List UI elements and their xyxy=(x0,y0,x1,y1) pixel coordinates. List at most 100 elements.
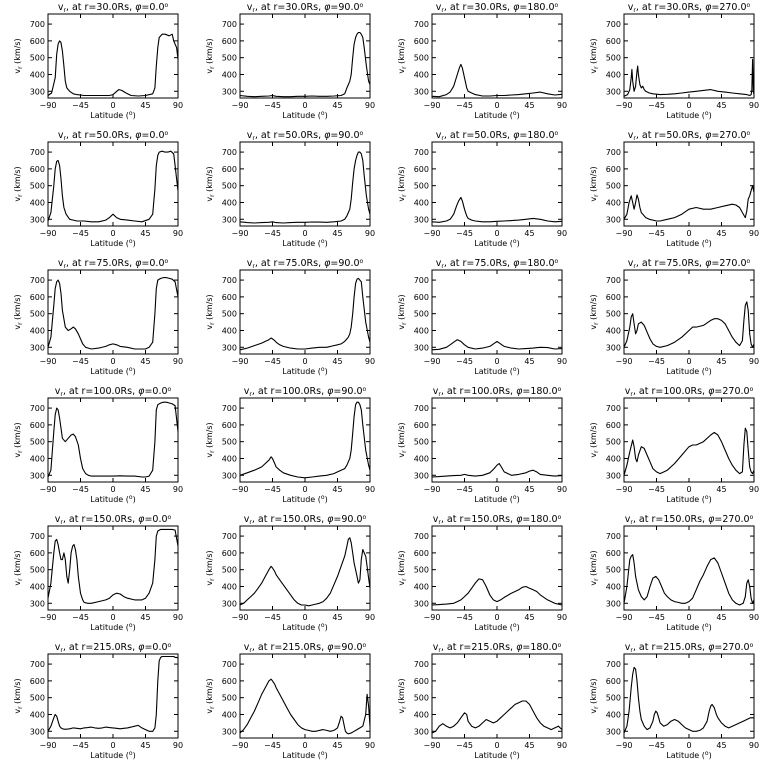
chart-panel: vr, at r=50.0Rs, φ=180.0o −90 −45 0 45 90 300 4… xyxy=(397,130,567,248)
x-tick-label: −45 xyxy=(456,485,473,494)
y-tick-label: 600 xyxy=(606,549,621,558)
x-tick-label: 0 xyxy=(494,741,499,750)
y-axis-label: vr (km/s) xyxy=(13,550,24,585)
x-tick-label: −90 xyxy=(616,485,633,494)
y-tick-label: 300 xyxy=(30,599,45,608)
x-axis-label: Latitude (o) xyxy=(282,366,327,376)
chart-title: vr, at r=150.0Rs, φ=0.0o xyxy=(55,514,172,526)
x-tick-label: 45 xyxy=(140,357,150,366)
y-tick-label: 300 xyxy=(606,343,621,352)
y-tick-label: 300 xyxy=(222,599,237,608)
y-tick-label: 700 xyxy=(606,404,621,413)
plot-frame xyxy=(239,13,371,99)
series-line xyxy=(239,277,371,351)
x-tick-label: 90 xyxy=(365,485,375,494)
chart-title: vr, at r=30.0Rs, φ=180.0o xyxy=(436,2,559,14)
x-tick-label: −45 xyxy=(456,741,473,750)
x-tick-label: 0 xyxy=(110,357,115,366)
plot-frame xyxy=(431,525,563,611)
x-axis-label: Latitude (o) xyxy=(282,750,327,760)
plot-frame xyxy=(431,13,563,99)
chart-panel: vr, at r=215.0Rs, φ=270.0o −90 −45 0 45 90 300… xyxy=(589,642,759,760)
chart-panel: vr, at r=30.0Rs, φ=270.0o −90 −45 0 45 90 300 4… xyxy=(589,2,759,120)
y-tick-label: 300 xyxy=(414,599,429,608)
y-tick-label: 600 xyxy=(30,293,45,302)
y-tick-label: 600 xyxy=(222,293,237,302)
y-tick-label: 400 xyxy=(30,710,45,719)
y-tick-label: 300 xyxy=(30,215,45,224)
x-tick-label: −45 xyxy=(648,101,665,110)
chart-title: vr, at r=215.0Rs, φ=90.0o xyxy=(244,642,367,654)
x-tick-label: 90 xyxy=(365,357,375,366)
x-tick-label: 45 xyxy=(140,485,150,494)
x-axis-label: Latitude (o) xyxy=(90,622,135,632)
chart-title: vr, at r=215.0Rs, φ=180.0o xyxy=(433,642,562,654)
chart-title: vr, at r=100.0Rs, φ=90.0o xyxy=(244,386,367,398)
x-tick-label: 45 xyxy=(716,613,726,622)
chart-panel: vr, at r=215.0Rs, φ=180.0o −90 −45 0 45 90 300… xyxy=(397,642,567,760)
y-axis-label: vr (km/s) xyxy=(397,38,408,73)
x-axis-label: Latitude (o) xyxy=(282,238,327,248)
x-tick-label: −45 xyxy=(648,357,665,366)
x-tick-label: −90 xyxy=(232,101,249,110)
x-tick-label: −45 xyxy=(456,613,473,622)
y-tick-label: 400 xyxy=(30,198,45,207)
y-tick-label: 500 xyxy=(606,54,621,63)
chart-panel: vr, at r=30.0Rs, φ=180.0o −90 −45 0 45 90 300 4… xyxy=(397,2,567,120)
y-tick-label: 300 xyxy=(414,343,429,352)
series-line xyxy=(623,554,755,606)
y-tick-label: 300 xyxy=(606,87,621,96)
y-tick-label: 700 xyxy=(606,276,621,285)
series-line xyxy=(623,185,755,222)
x-tick-label: 45 xyxy=(332,741,342,750)
y-axis-label: vr (km/s) xyxy=(589,550,600,585)
y-tick-label: 300 xyxy=(606,215,621,224)
series-line xyxy=(623,666,754,734)
plot-frame xyxy=(47,525,179,611)
series-line xyxy=(623,301,755,348)
y-tick-label: 500 xyxy=(414,438,429,447)
y-tick-label: 500 xyxy=(222,438,237,447)
y-tick-label: 300 xyxy=(222,343,237,352)
chart-title: vr, at r=50.0Rs, φ=0.0o xyxy=(58,130,169,142)
y-tick-label: 600 xyxy=(222,165,237,174)
plot-frame xyxy=(47,269,179,355)
y-tick-label: 500 xyxy=(606,182,621,191)
y-axis-label: vr (km/s) xyxy=(397,294,408,329)
x-tick-label: 45 xyxy=(524,229,534,238)
x-tick-label: −45 xyxy=(648,485,665,494)
x-tick-label: 90 xyxy=(173,741,183,750)
x-tick-label: −45 xyxy=(264,613,281,622)
y-axis-label: vr (km/s) xyxy=(13,38,24,73)
y-tick-label: 700 xyxy=(606,660,621,669)
x-tick-label: 90 xyxy=(173,229,183,238)
x-tick-label: 90 xyxy=(749,613,759,622)
y-tick-label: 400 xyxy=(414,582,429,591)
y-axis-label: vr (km/s) xyxy=(205,166,216,201)
x-axis-label: Latitude (o) xyxy=(666,622,711,632)
y-tick-label: 300 xyxy=(414,727,429,736)
chart-title: vr, at r=215.0Rs, φ=0.0o xyxy=(55,642,172,654)
y-tick-label: 300 xyxy=(222,215,237,224)
x-tick-label: −90 xyxy=(40,613,57,622)
x-tick-label: 45 xyxy=(716,485,726,494)
series-line xyxy=(431,63,563,98)
x-tick-label: 90 xyxy=(749,357,759,366)
chart-panel: vr, at r=50.0Rs, φ=270.0o −90 −45 0 45 90 300 4… xyxy=(589,130,759,248)
y-tick-label: 400 xyxy=(222,70,237,79)
chart-panel: vr, at r=215.0Rs, φ=0.0o −90 −45 0 45 90 300 40… xyxy=(13,642,183,760)
chart-title: vr, at r=150.0Rs, φ=180.0o xyxy=(433,514,562,526)
y-tick-label: 500 xyxy=(30,438,45,447)
plot-frame xyxy=(623,269,755,355)
y-tick-label: 300 xyxy=(30,471,45,480)
plot-frame xyxy=(431,397,563,483)
x-tick-label: −45 xyxy=(72,357,89,366)
x-tick-label: 45 xyxy=(524,613,534,622)
y-axis-label: vr (km/s) xyxy=(589,38,600,73)
y-axis-label: vr (km/s) xyxy=(205,678,216,713)
y-tick-label: 400 xyxy=(30,454,45,463)
series-line xyxy=(623,427,755,476)
x-tick-label: 45 xyxy=(332,229,342,238)
y-tick-label: 700 xyxy=(414,660,429,669)
y-tick-label: 400 xyxy=(30,326,45,335)
